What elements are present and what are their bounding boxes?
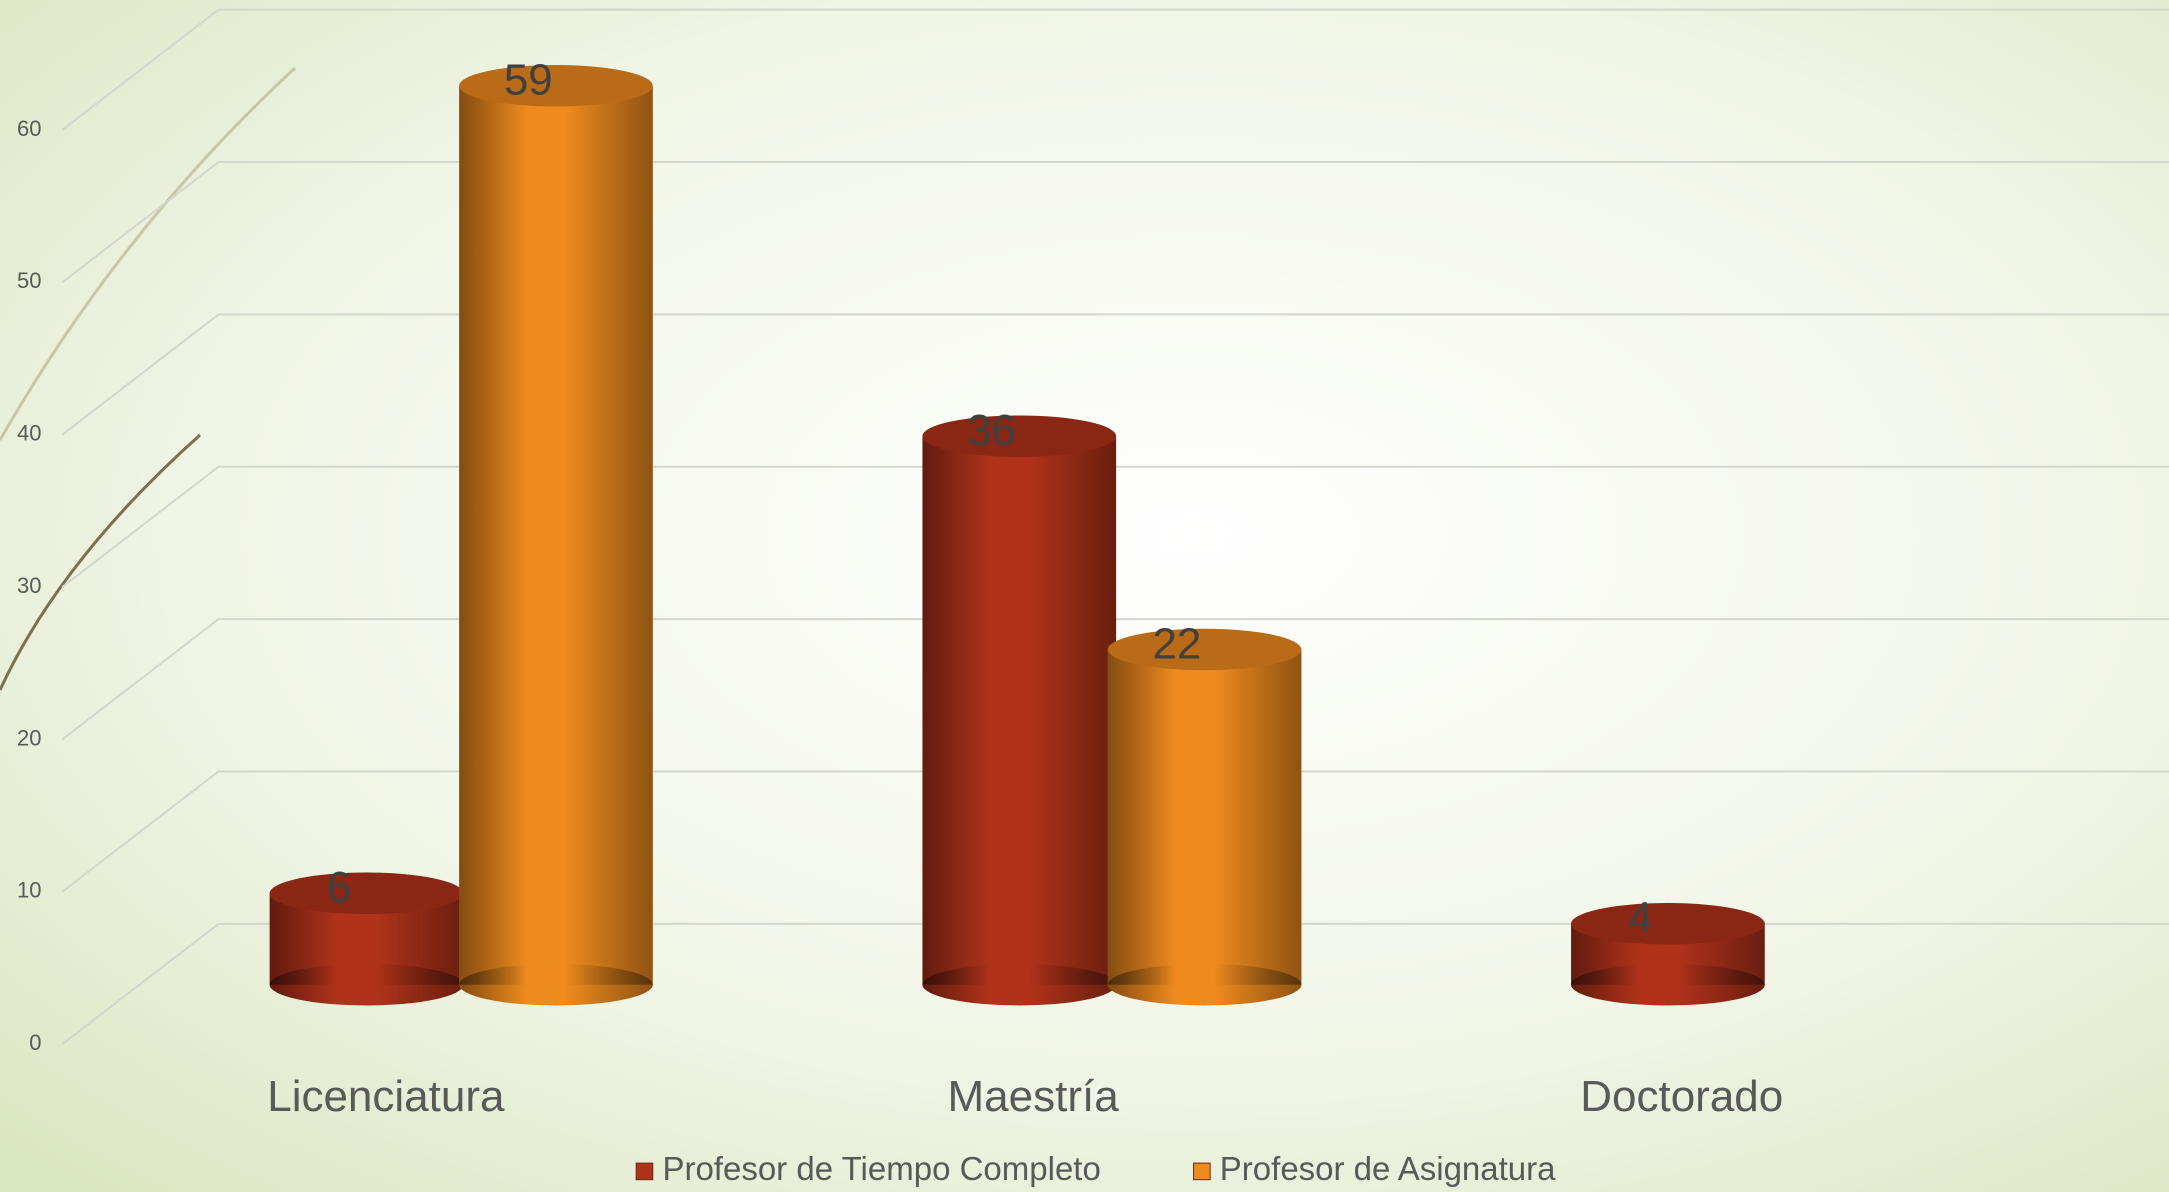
data-label: 36 (967, 406, 1016, 455)
x-tick-label: Licenciatura (267, 1072, 505, 1121)
bar-top-shade (1107, 628, 1302, 671)
bar-top (922, 415, 1117, 457)
plot: 0 10 20 30 40 50 60 Licenciatura 6 59 Maestría 36 22… (17, 8, 2169, 1187)
bar-top-shade (459, 65, 653, 107)
grid-line (61, 313, 220, 436)
x-tick-label: Maestría (948, 1072, 1120, 1121)
data-label: 6 (327, 863, 351, 912)
bar (1571, 903, 1765, 1006)
data-label: 59 (504, 56, 553, 105)
bar-top-shade (269, 872, 464, 915)
y-tick-label: 50 (17, 268, 41, 293)
bar (922, 415, 1117, 1006)
bar-top (1107, 628, 1302, 671)
y-tick-label: 40 (17, 421, 41, 446)
grid-line (61, 8, 220, 131)
legend-swatch (635, 1162, 654, 1181)
y-tick-label: 60 (17, 116, 41, 141)
bar-base-shade (269, 963, 464, 1006)
y-tick-label: 30 (17, 573, 41, 598)
grid-line (61, 465, 220, 588)
legend-label: Profesor de Tiempo Completo (662, 1150, 1100, 1187)
x-tick-label: Doctorado (1580, 1072, 1783, 1121)
grid-line (61, 770, 220, 893)
decoration (0, 433, 201, 691)
bar-shade (1107, 649, 1302, 985)
bar (459, 65, 653, 1006)
grid-line (61, 161, 220, 284)
bar-base-shade (1571, 963, 1765, 1006)
legend-swatch (1193, 1162, 1211, 1181)
grid-line (61, 923, 220, 1045)
bar-top (459, 65, 653, 107)
bar-base-shade (1107, 963, 1302, 1006)
bar-shade (922, 436, 1117, 985)
bar-base-shade (922, 963, 1117, 1006)
grid-line (61, 618, 220, 741)
bar-top (269, 872, 464, 915)
bar (269, 872, 464, 1006)
y-tick-label: 0 (29, 1030, 41, 1055)
data-label: 4 (1628, 894, 1652, 943)
data-label: 22 (1152, 619, 1201, 668)
bar-base-shade (459, 963, 653, 1006)
bar-top-shade (1571, 903, 1765, 945)
bar (1107, 628, 1302, 1006)
y-tick-label: 20 (17, 725, 41, 750)
bar-top (1571, 903, 1765, 945)
bar-shade (459, 85, 653, 985)
legend-label: Profesor de Asignatura (1220, 1150, 1556, 1187)
y-tick-label: 10 (17, 878, 41, 903)
decoration (0, 66, 297, 441)
bar-top-shade (922, 415, 1117, 457)
